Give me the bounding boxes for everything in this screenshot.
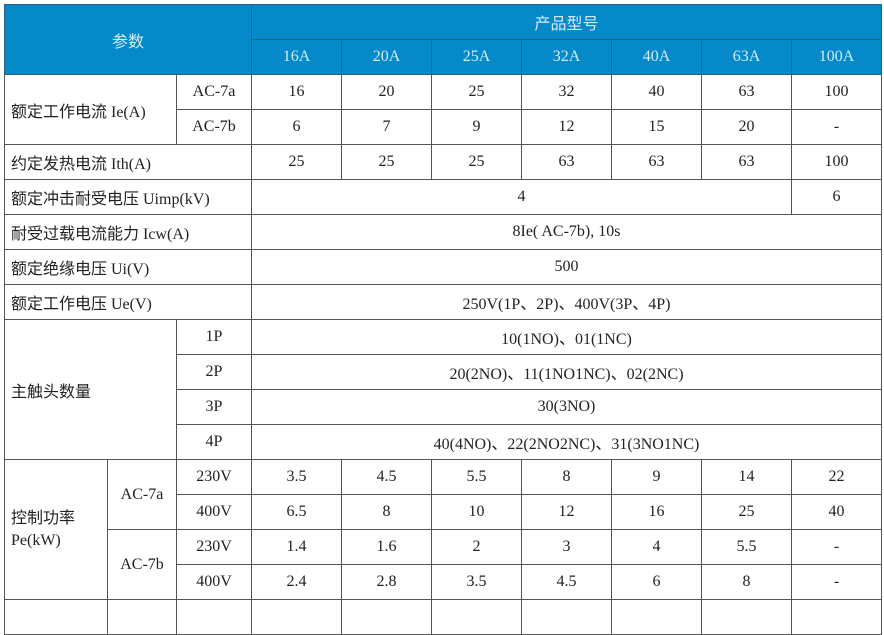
ie-label: 额定工作电流 Ie(A): [4, 74, 177, 145]
value-cell: 6: [611, 564, 702, 600]
value-cell: 10: [431, 494, 522, 530]
value-cell: 20: [341, 74, 432, 110]
header-model-cell: 100A: [791, 39, 882, 75]
contacts-value: 10(1NO)、01(1NC): [251, 319, 882, 355]
value-cell: 15: [611, 109, 702, 145]
header-model-cell: 40A: [611, 39, 702, 75]
pe-ac7a-label: AC-7a: [107, 459, 177, 530]
ui-value: 500: [251, 249, 882, 285]
value-cell: 4.5: [521, 564, 612, 600]
icw-value: 8Ie( AC-7b), 10s: [251, 214, 882, 250]
value-cell: 16: [251, 74, 342, 110]
value-cell: 16: [611, 494, 702, 530]
value-cell: 6: [251, 109, 342, 145]
contacts-value: 20(2NO)、11(1NO1NC)、02(2NC): [251, 354, 882, 390]
value-cell: 9: [611, 459, 702, 495]
header-model-cell: 16A: [251, 39, 342, 75]
value-cell: 9: [431, 109, 522, 145]
value-cell: 32: [521, 74, 612, 110]
header-model-cell: 32A: [521, 39, 612, 75]
header-model-cell: 20A: [341, 39, 432, 75]
value-cell: 5.5: [431, 459, 522, 495]
ith-label: 约定发热电流 Ith(A): [4, 144, 252, 180]
value-cell: 63: [521, 144, 612, 180]
value-cell: 20: [701, 109, 792, 145]
pe-label-line1: 控制功率: [11, 509, 76, 527]
value-cell: 25: [341, 144, 432, 180]
value-cell: 22: [791, 459, 882, 495]
uimp-label: 额定冲击耐受电压 Uimp(kV): [4, 179, 252, 215]
value-cell: 3.5: [431, 564, 522, 600]
uimp-value: 4: [251, 179, 792, 215]
pe-voltage: 230V: [176, 529, 252, 565]
pe-label: 控制功率 Pe(kW): [4, 459, 108, 600]
value-cell: 100: [791, 74, 882, 110]
value-cell: -: [791, 564, 882, 600]
value-cell: 7: [341, 109, 432, 145]
value-cell: 12: [521, 494, 612, 530]
contacts-poles: 3P: [176, 389, 252, 425]
pe-ac7b-label: AC-7b: [107, 529, 177, 600]
pe-label-line2: Pe(kW): [11, 531, 61, 549]
value-cell: 40: [611, 74, 702, 110]
value-cell: 63: [611, 144, 702, 180]
header-model: 产品型号: [251, 4, 882, 40]
ui-label: 额定绝缘电压 Ui(V): [4, 249, 252, 285]
value-cell: 3: [521, 529, 612, 565]
value-cell: 25: [701, 494, 792, 530]
spec-table: 参数 产品型号 16A 20A 25A 32A 40A 63A 100A 额定工作电流 Ie…: [4, 4, 882, 635]
value-cell: 25: [251, 144, 342, 180]
value-cell: 40: [791, 494, 882, 530]
value-cell: 8: [521, 459, 612, 495]
value-cell: 100: [791, 144, 882, 180]
value-cell: 63: [701, 74, 792, 110]
pe-voltage: 400V: [176, 564, 252, 600]
value-cell: 1.6: [341, 529, 432, 565]
contacts-label: 主触头数量: [4, 319, 177, 460]
header-models-row: 16A 20A 25A 32A 40A 63A 100A: [5, 39, 882, 75]
value-cell: -: [791, 109, 882, 145]
pe-voltage: 400V: [176, 494, 252, 530]
value-cell: 63: [701, 144, 792, 180]
value-cell: 12: [521, 109, 612, 145]
uimp-value-100a: 6: [791, 179, 882, 215]
ie-ac7a-label: AC-7a: [176, 74, 252, 110]
header-model-cell: 63A: [701, 39, 792, 75]
value-cell: 4: [611, 529, 702, 565]
value-cell: 3.5: [251, 459, 342, 495]
icw-label: 耐受过载电流能力 Icw(A): [4, 214, 252, 250]
value-cell: 8: [341, 494, 432, 530]
ie-ac7b-label: AC-7b: [176, 109, 252, 145]
contacts-poles: 2P: [176, 354, 252, 390]
value-cell: 14: [701, 459, 792, 495]
contacts-poles: 4P: [176, 424, 252, 460]
value-cell: 2.8: [341, 564, 432, 600]
value-cell: 2.4: [251, 564, 342, 600]
ue-value: 250V(1P、2P)、400V(3P、4P): [251, 284, 882, 320]
pe-voltage: 230V: [176, 459, 252, 495]
ue-label: 额定工作电压 Ue(V): [4, 284, 252, 320]
value-cell: -: [791, 529, 882, 565]
contacts-poles: 1P: [176, 319, 252, 355]
value-cell: 1.4: [251, 529, 342, 565]
value-cell: 8: [701, 564, 792, 600]
value-cell: 6.5: [251, 494, 342, 530]
header-param: 参数: [4, 4, 252, 75]
value-cell: 4.5: [341, 459, 432, 495]
value-cell: 2: [431, 529, 522, 565]
value-cell: 5.5: [701, 529, 792, 565]
contacts-value: 30(3NO): [251, 389, 882, 425]
header-model-cell: 25A: [431, 39, 522, 75]
value-cell: 25: [431, 74, 522, 110]
value-cell: 25: [431, 144, 522, 180]
contacts-value: 40(4NO)、22(2NO2NC)、31(3NO1NC): [251, 424, 882, 460]
